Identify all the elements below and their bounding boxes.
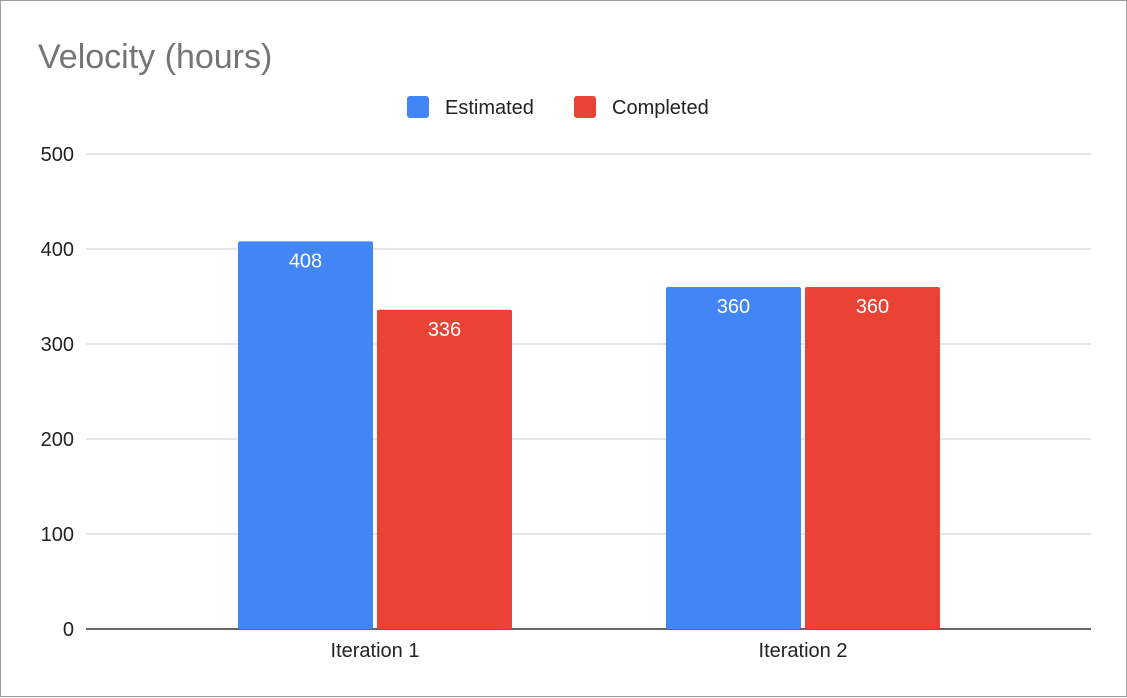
data-label: 336 [428, 319, 461, 341]
data-label: 408 [289, 250, 322, 272]
y-tick-label: 100 [41, 524, 74, 546]
x-axis-labels: Iteration 1 Iteration 2 [331, 640, 848, 662]
legend-label: Estimated [445, 97, 534, 119]
legend: Estimated Completed [407, 96, 709, 119]
bar-estimated [666, 287, 801, 629]
x-tick-label: Iteration 1 [331, 640, 420, 662]
y-tick-label: 300 [41, 334, 74, 356]
y-tick-label: 200 [41, 429, 74, 451]
y-tick-label: 400 [41, 239, 74, 261]
data-label: 360 [856, 296, 889, 318]
chart-title: Velocity (hours) [38, 38, 272, 76]
y-tick-label: 0 [63, 619, 74, 641]
data-label: 360 [717, 296, 750, 318]
bar-completed [805, 287, 940, 629]
legend-swatch [407, 96, 429, 118]
y-tick-label: 500 [41, 144, 74, 166]
bars: 408 336 360 360 [238, 241, 940, 629]
bar-estimated [238, 241, 373, 629]
x-tick-label: Iteration 2 [759, 640, 848, 662]
legend-swatch [574, 96, 596, 118]
bar-completed [377, 309, 512, 629]
legend-label: Completed [612, 97, 709, 119]
